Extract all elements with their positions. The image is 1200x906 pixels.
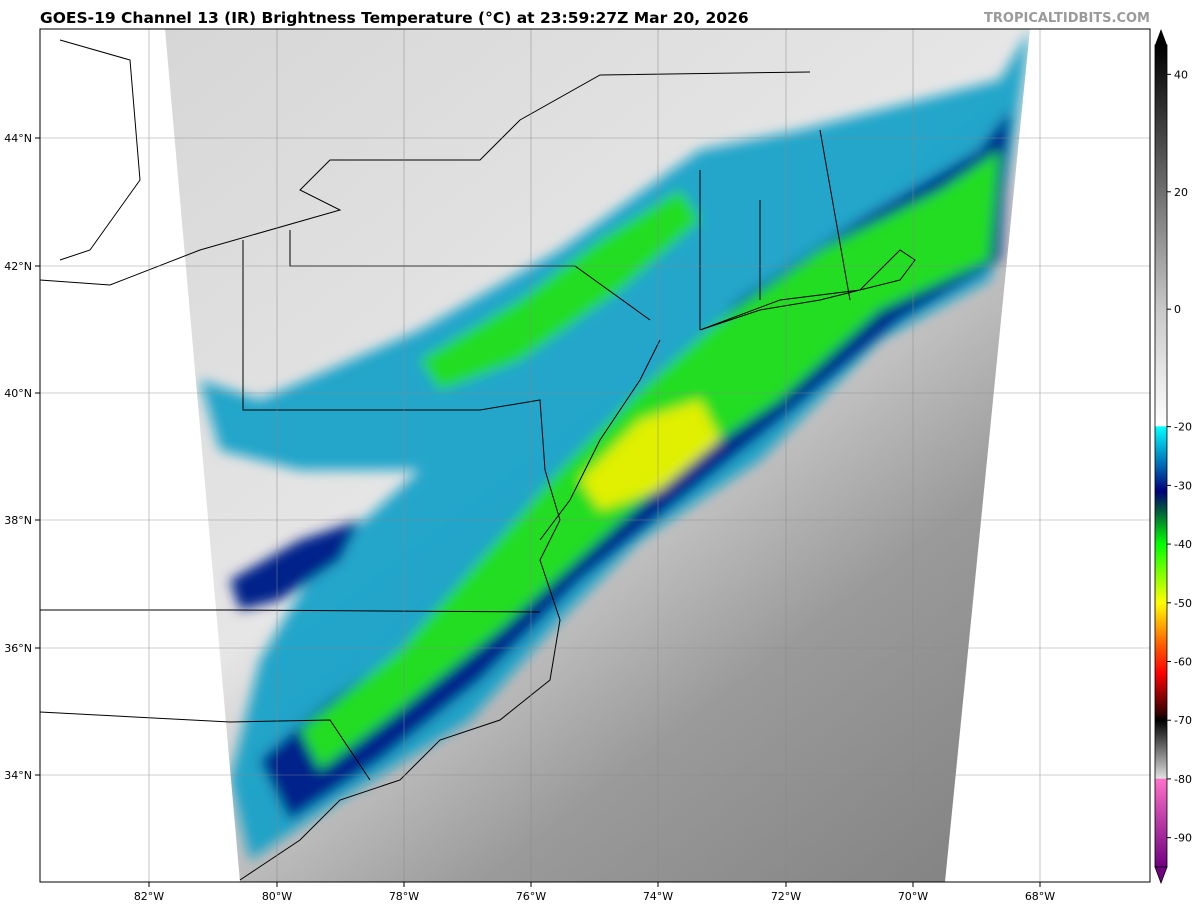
lon-label: 78°W (389, 890, 419, 903)
colorbar-label: -50 (1174, 597, 1192, 610)
colorbar-label: -80 (1174, 773, 1192, 786)
lon-label: 74°W (643, 890, 673, 903)
colorbar-label: -30 (1174, 479, 1192, 492)
chart-title: GOES-19 Channel 13 (IR) Brightness Tempe… (40, 9, 749, 27)
colorbar-label: -60 (1174, 656, 1192, 669)
map-outlines (40, 39, 916, 881)
satellite-swath (165, 29, 1030, 882)
map-frame (39, 28, 1151, 883)
colorbar-label: 20 (1174, 186, 1188, 199)
lon-label: 68°W (1025, 890, 1055, 903)
colorbar: 40 20 0 -20 -30 -40 -50 -60 -70 -80 -90 (1154, 29, 1192, 885)
colorbar-min-arrow (1154, 866, 1168, 885)
lat-label: 36°N (4, 642, 32, 655)
colorbar-label: -70 (1174, 714, 1192, 727)
colorbar-label: 0 (1174, 303, 1181, 316)
colorbar-label: -20 (1174, 421, 1192, 434)
colorbar-label: -40 (1174, 538, 1192, 551)
colorbar-label: 40 (1174, 68, 1188, 81)
colorbar-label: -90 (1174, 832, 1192, 845)
lat-label: 38°N (4, 514, 32, 527)
lat-label: 40°N (4, 387, 32, 400)
lon-label: 80°W (262, 890, 292, 903)
colorbar-max-arrow (1155, 29, 1167, 45)
cloud-bands (200, 30, 1030, 860)
lon-label: 76°W (516, 890, 546, 903)
lon-label: 72°W (771, 890, 801, 903)
gridlines (40, 29, 1150, 882)
lon-label: 70°W (898, 890, 928, 903)
lat-label: 44°N (4, 132, 32, 145)
colorbar-scale (1154, 44, 1168, 868)
lat-label: 42°N (4, 260, 32, 273)
lat-label: 34°N (4, 769, 32, 782)
brand-watermark: TROPICALTIDBITS.COM (984, 11, 1150, 26)
lon-label: 82°W (134, 890, 164, 903)
